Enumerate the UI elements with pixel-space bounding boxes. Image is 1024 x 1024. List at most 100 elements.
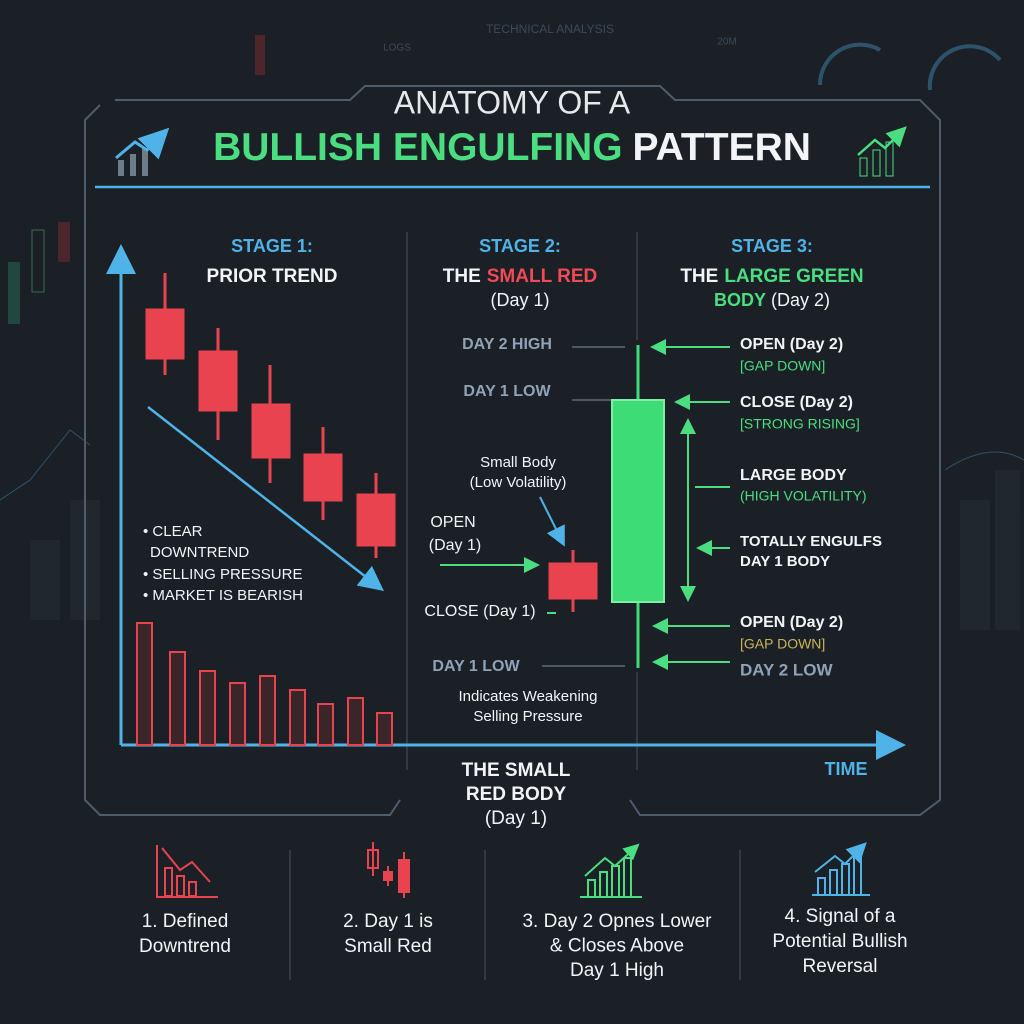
day1-candle	[548, 550, 598, 612]
annotation: (HIGH VOLATILITY)	[740, 488, 867, 504]
step-label: Small Red	[344, 936, 432, 957]
step-label: Potential Bullish	[772, 931, 907, 952]
downtrend-candles-part	[145, 308, 185, 360]
level-label: DAY 2 LOW	[740, 660, 834, 679]
title-icon-left-part	[142, 148, 148, 176]
background-decor-part	[255, 35, 265, 75]
bg-label: 20M	[717, 37, 736, 48]
title-highlight: BULLISH ENGULFING	[213, 126, 622, 169]
stage-heading: STAGE 2:	[479, 236, 561, 256]
background-decor-part	[817, 42, 881, 86]
step-icon-part	[599, 871, 608, 898]
step-icon-part	[587, 879, 596, 898]
title-icon-left-part	[115, 127, 170, 160]
downtrend-candles-part	[303, 453, 343, 502]
step-label: Day 1 High	[570, 960, 664, 981]
step-label: Downtrend	[139, 936, 231, 957]
stage-subtitle: (Day 1)	[490, 290, 549, 310]
step-icon	[156, 845, 218, 898]
title-icon-left-part	[130, 154, 136, 176]
stage-subtitle: BODY (Day 2)	[714, 290, 830, 310]
step-icon-part	[367, 849, 379, 869]
step-label: & Closes Above	[550, 936, 684, 957]
annotation: [GAP DOWN]	[740, 636, 825, 652]
level-label: DAY 1 LOW	[432, 658, 520, 675]
footer-dividers	[289, 850, 741, 980]
stage-title: PRIOR TREND	[207, 266, 338, 287]
stage-title: THE SMALL RED	[443, 266, 597, 287]
background-decor-part	[30, 540, 60, 620]
bullet: • CLEAR	[143, 523, 203, 540]
day1-candle-part	[548, 562, 598, 600]
title-icon-left-part	[118, 160, 124, 176]
step-icon-part	[398, 859, 410, 893]
downtrend-candles-part	[198, 350, 238, 412]
annotation: DAY 1 BODY	[740, 553, 830, 570]
title-highlight: BODY	[714, 290, 766, 310]
title-part: (Day 2)	[771, 290, 830, 310]
annotation: CLOSE (Day 1)	[424, 603, 535, 620]
volume-bars-part	[376, 712, 393, 746]
stage-heading: STAGE 3:	[731, 236, 813, 256]
annotation: TOTALLY ENGULFS	[740, 533, 882, 550]
downtrend-candles-part	[356, 493, 396, 547]
title-highlight: LARGE GREEN	[724, 266, 863, 287]
level-label: DAY 1 LOW	[463, 383, 551, 400]
downtrend-candles	[145, 273, 396, 558]
day2-candle-part	[611, 399, 665, 603]
background-decor-part	[995, 470, 1020, 630]
step-icon-part	[164, 867, 173, 897]
title-part: THE	[680, 266, 718, 287]
bg-label: LOGS	[383, 43, 411, 54]
annotation: (Low Volatility)	[470, 474, 567, 491]
volume-bars-part	[289, 689, 306, 746]
step-icon-part	[814, 842, 867, 873]
title-icon-left	[115, 127, 170, 176]
bottom-label: RED BODY	[466, 784, 567, 805]
step-icon-part	[161, 847, 211, 883]
frame	[84, 85, 941, 816]
day2-candle	[611, 345, 665, 668]
title-line1: ANATOMY OF A	[394, 84, 631, 120]
background-decor-part	[31, 229, 45, 293]
pointers	[650, 339, 730, 670]
bg-label: TECHNICAL ANALYSIS	[486, 22, 614, 36]
annotation: OPEN	[430, 514, 475, 531]
stage-heading: STAGE 1:	[231, 236, 313, 256]
bullet: • SELLING PRESSURE	[143, 566, 302, 583]
background-decor-part	[8, 262, 20, 324]
background-decor-part	[927, 44, 1002, 91]
title-icon-right-part	[859, 157, 868, 177]
stage-title: THE LARGE GREEN	[680, 266, 863, 287]
annotation: [STRONG RISING]	[740, 416, 860, 432]
title-icon-right-part	[872, 149, 881, 177]
pointer	[539, 496, 565, 547]
step-icon-part	[383, 871, 393, 881]
step-icon-part	[188, 881, 197, 897]
step-label: Reversal	[803, 956, 878, 977]
step-icon-part	[584, 843, 640, 877]
bottom-label: (Day 1)	[485, 808, 547, 829]
annotation: CLOSE (Day 2)	[740, 394, 853, 411]
background-decor-part	[58, 222, 70, 262]
step-label: 1. Defined	[142, 911, 229, 932]
note: Indicates Weakening	[459, 688, 598, 705]
step-icon	[812, 842, 870, 896]
volume-bars-part	[259, 675, 276, 746]
volume-bars-part	[317, 703, 334, 746]
title-line2: BULLISH ENGULFING PATTERN	[213, 126, 811, 169]
volume-bars-part	[229, 682, 246, 746]
volume-bars-part	[136, 622, 153, 746]
background-decor-part	[944, 451, 1024, 471]
steps: 1. Defined Downtrend 2. Day 1 is Small Red 3…	[139, 906, 908, 981]
downtrend-candles-part	[251, 403, 291, 459]
volume-bars	[136, 622, 393, 746]
step-icon	[580, 843, 642, 898]
trend-arrow	[147, 406, 384, 592]
volume-bars-part	[199, 670, 216, 746]
bullet: DOWNTREND	[150, 544, 249, 561]
title-icon-right	[857, 126, 907, 177]
bullet: • MARKET IS BEARISH	[143, 587, 303, 604]
step-icon	[367, 842, 410, 898]
background-decor-part	[960, 500, 990, 630]
